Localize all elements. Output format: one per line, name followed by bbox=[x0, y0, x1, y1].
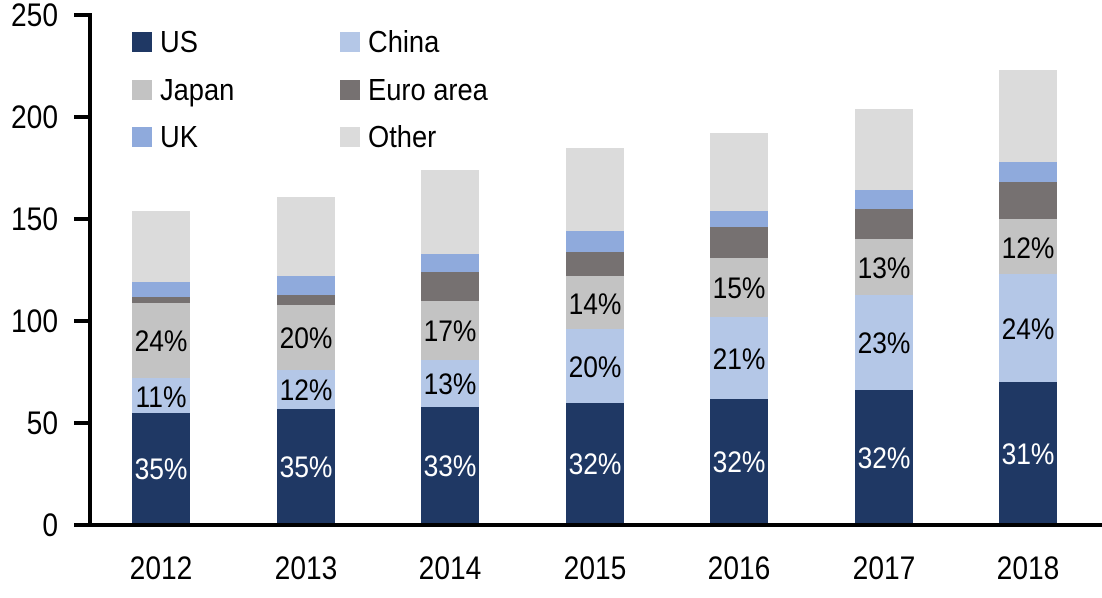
bar-segment-japan-2012 bbox=[132, 302, 190, 379]
bar-segment-china-2016 bbox=[710, 316, 768, 399]
bar-label-japan-2013: 20% bbox=[279, 322, 332, 356]
bar-label-china-2017: 23% bbox=[857, 327, 910, 361]
bar-label-japan-2017: 13% bbox=[857, 251, 910, 285]
bar-segment-uk-2012 bbox=[132, 282, 190, 297]
bar-segment-uk-2017 bbox=[855, 190, 913, 209]
bar-label-us-2018: 31% bbox=[1001, 437, 1055, 471]
bar-label-us-2017: 32% bbox=[857, 441, 910, 475]
bar-segment-euro-area-2014 bbox=[421, 272, 479, 301]
bar-label-japan-2016: 15% bbox=[712, 272, 766, 306]
bar-segment-japan-2018 bbox=[999, 219, 1057, 275]
bar-segment-japan-2016 bbox=[710, 257, 768, 317]
bar-label-japan-2015: 14% bbox=[568, 287, 621, 321]
bar-label-us-2012: 35% bbox=[134, 452, 188, 486]
y-axis-tick-label: 0 bbox=[42, 507, 58, 543]
bar-segment-china-2013 bbox=[277, 370, 335, 409]
legend-swatch-euro-area bbox=[340, 80, 360, 100]
legend-swatch-other bbox=[340, 127, 360, 147]
bar-segment-china-2018 bbox=[999, 274, 1057, 383]
legend-label-china: China bbox=[368, 24, 440, 59]
legend-label-us: US bbox=[160, 24, 198, 59]
bar-segment-us-2013 bbox=[277, 408, 335, 523]
bar-segment-uk-2013 bbox=[277, 276, 335, 295]
bar-segment-other-2012 bbox=[132, 210, 190, 283]
y-axis-tick-label: 100 bbox=[11, 303, 58, 339]
bar-segment-other-2015 bbox=[566, 147, 624, 232]
bar-label-japan-2012: 24% bbox=[134, 325, 188, 359]
y-axis-tick-label: 250 bbox=[11, 0, 58, 33]
y-axis-tick-mark bbox=[74, 319, 90, 323]
bar-segment-us-2018 bbox=[999, 382, 1057, 523]
bar-segment-china-2017 bbox=[855, 294, 913, 391]
y-axis-line bbox=[88, 13, 92, 527]
y-axis-tick-mark bbox=[74, 13, 90, 17]
legend-swatch-uk bbox=[132, 127, 152, 147]
bar-segment-us-2014 bbox=[421, 406, 479, 523]
y-axis-tick-mark bbox=[74, 217, 90, 221]
x-axis-label-2014: 2014 bbox=[418, 550, 482, 586]
y-axis-tick-mark bbox=[74, 115, 90, 119]
bar-segment-china-2015 bbox=[566, 329, 624, 403]
bar-segment-euro-area-2015 bbox=[566, 251, 624, 277]
bar-segment-uk-2015 bbox=[566, 231, 624, 252]
bar-segment-euro-area-2013 bbox=[277, 294, 335, 305]
bar-label-china-2014: 13% bbox=[423, 368, 477, 402]
legend-swatch-japan bbox=[132, 80, 152, 100]
legend-swatch-china bbox=[340, 32, 360, 52]
bar-segment-uk-2018 bbox=[999, 161, 1057, 183]
bar-segment-us-2012 bbox=[132, 412, 190, 523]
x-axis-line bbox=[88, 523, 1102, 527]
bar-segment-other-2017 bbox=[855, 108, 913, 191]
bar-segment-euro-area-2012 bbox=[132, 296, 190, 303]
y-axis-tick-label: 200 bbox=[11, 99, 58, 135]
bar-segment-japan-2013 bbox=[277, 304, 335, 370]
bar-label-china-2013: 12% bbox=[279, 374, 332, 408]
bar-label-japan-2018: 12% bbox=[1001, 231, 1055, 265]
bar-label-japan-2014: 17% bbox=[423, 315, 477, 349]
bar-segment-other-2018 bbox=[999, 70, 1057, 162]
bar-segment-china-2014 bbox=[421, 359, 479, 407]
bar-segment-us-2017 bbox=[855, 390, 913, 523]
legend-label-euro-area: Euro area bbox=[368, 72, 488, 107]
bar-segment-japan-2017 bbox=[855, 239, 913, 295]
x-axis-label-2015: 2015 bbox=[563, 550, 626, 586]
bar-label-us-2014: 33% bbox=[423, 449, 477, 483]
bar-label-china-2016: 21% bbox=[712, 342, 766, 376]
bar-segment-euro-area-2018 bbox=[999, 182, 1057, 220]
x-axis-label-2017: 2017 bbox=[852, 550, 915, 586]
bar-segment-uk-2016 bbox=[710, 210, 768, 228]
bar-label-us-2016: 32% bbox=[712, 445, 766, 479]
bar-label-us-2015: 32% bbox=[568, 447, 621, 481]
bar-segment-euro-area-2016 bbox=[710, 227, 768, 258]
bar-segment-uk-2014 bbox=[421, 253, 479, 273]
bar-label-us-2013: 35% bbox=[279, 450, 332, 484]
y-axis-tick-mark bbox=[74, 421, 90, 425]
bar-segment-japan-2014 bbox=[421, 300, 479, 360]
y-axis-tick-mark bbox=[74, 523, 90, 527]
bar-segment-china-2012 bbox=[132, 378, 190, 413]
y-axis-tick-label: 50 bbox=[26, 405, 58, 441]
legend-label-japan: Japan bbox=[160, 72, 235, 107]
bar-segment-other-2013 bbox=[277, 196, 335, 277]
bar-segment-other-2016 bbox=[710, 133, 768, 211]
legend-label-other: Other bbox=[368, 119, 437, 154]
bar-label-china-2018: 24% bbox=[1001, 313, 1055, 347]
legend-swatch-us bbox=[132, 32, 152, 52]
legend-label-uk: UK bbox=[160, 119, 198, 154]
bar-segment-japan-2015 bbox=[566, 276, 624, 330]
bar-label-china-2012: 11% bbox=[135, 380, 187, 414]
bar-segment-us-2015 bbox=[566, 402, 624, 523]
bar-segment-us-2016 bbox=[710, 398, 768, 523]
x-axis-label-2013: 2013 bbox=[274, 550, 337, 586]
bar-segment-other-2014 bbox=[421, 170, 479, 254]
y-axis-tick-label: 150 bbox=[11, 201, 58, 237]
x-axis-label-2016: 2016 bbox=[707, 550, 771, 586]
bar-label-china-2015: 20% bbox=[568, 350, 621, 384]
bar-segment-euro-area-2017 bbox=[855, 208, 913, 240]
x-axis-label-2012: 2012 bbox=[129, 550, 193, 586]
x-axis-label-2018: 2018 bbox=[996, 550, 1060, 586]
